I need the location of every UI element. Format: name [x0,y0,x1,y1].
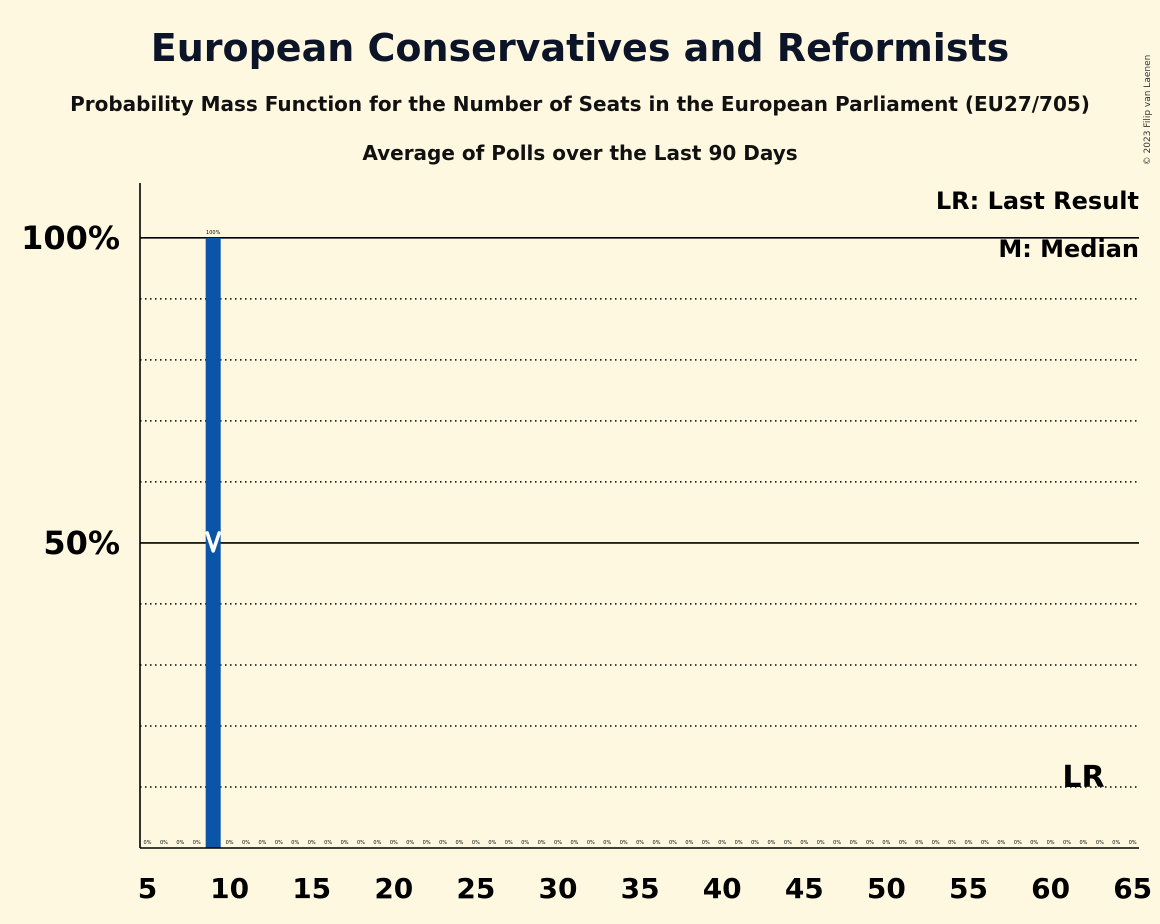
data-label-11: 0% [242,840,250,846]
data-label-39: 0% [702,840,710,846]
data-label-24: 0% [456,840,464,846]
data-label-46: 0% [817,840,825,846]
bars [205,237,221,849]
data-label-52: 0% [915,840,923,846]
data-label-53: 0% [932,840,940,846]
x-tick-label: 30 [539,872,578,905]
data-label-47: 0% [833,840,841,846]
legend-median: M: Median [998,235,1139,263]
data-label-14: 0% [291,840,299,846]
x-tick-label: 10 [210,872,249,905]
axes: 50% 100% 5 10 15 20 25 30 35 40 45 50 55 60 65 [21,183,1152,905]
x-tick-label: 15 [292,872,331,905]
x-tick-label: 20 [374,872,413,905]
data-label-36: 0% [653,840,661,846]
data-label-61: 0% [1063,840,1071,846]
data-label-21: 0% [406,840,414,846]
bar-seats-9 [205,237,221,849]
x-tick-label: 25 [456,872,495,905]
data-label-65: 0% [1129,840,1137,846]
data-label-8: 0% [193,840,201,846]
x-tick-label: 5 [138,872,157,905]
data-label-32: 0% [587,840,595,846]
data-label-48: 0% [850,840,858,846]
data-label-18: 0% [357,840,365,846]
data-label-44: 0% [784,840,792,846]
chart-title: European Conservatives and Reformists [150,26,1010,70]
data-label-38: 0% [685,840,693,846]
chart-subtitle: Probability Mass Function for the Number… [70,92,1090,116]
data-label-41: 0% [735,840,743,846]
data-label-13: 0% [275,840,283,846]
data-label-62: 0% [1079,840,1087,846]
data-label-51: 0% [899,840,907,846]
data-label-35: 0% [636,840,644,846]
data-label-16: 0% [324,840,332,846]
x-tick-label: 55 [949,872,988,905]
data-label-33: 0% [603,840,611,846]
data-label-6: 0% [160,840,168,846]
data-label-45: 0% [800,840,808,846]
data-label-12: 0% [258,840,266,846]
data-label-54: 0% [948,840,956,846]
data-label-15: 0% [308,840,316,846]
markers: LR [205,531,1105,795]
data-label-27: 0% [505,840,513,846]
chart-period: Average of Polls over the Last 90 Days [362,141,798,165]
data-label-26: 0% [488,840,496,846]
median-marker [205,531,221,553]
gridlines [140,237,1139,788]
data-label-64: 0% [1112,840,1120,846]
data-label-10: 0% [226,840,234,846]
data-label-58: 0% [1014,840,1022,846]
data-label-17: 0% [341,840,349,846]
data-label-37: 0% [669,840,677,846]
data-label-49: 0% [866,840,874,846]
data-label-29: 0% [538,840,546,846]
x-tick-label: 35 [621,872,660,905]
data-label-34: 0% [620,840,628,846]
data-label-40: 0% [718,840,726,846]
data-label-56: 0% [981,840,989,846]
x-tick-label: 65 [1113,872,1152,905]
last-result-marker: LR [1062,760,1104,795]
data-label-9: 100% [206,230,221,236]
data-label-23: 0% [439,840,447,846]
data-label-5: 0% [144,840,152,846]
data-label-57: 0% [997,840,1005,846]
x-tick-label: 45 [785,872,824,905]
data-label-19: 0% [373,840,381,846]
data-labels: 0% 0% 0% 0% 100% 0% 0% 0% 0% 0% 0% 0% 0% 0% 0% 0% 0% 0% 0%… [144,230,1137,846]
x-tick-label: 60 [1031,872,1070,905]
y-tick-label: 100% [21,219,120,257]
data-label-28: 0% [521,840,529,846]
data-label-22: 0% [423,840,431,846]
x-tick-label: 40 [703,872,742,905]
data-label-31: 0% [570,840,578,846]
data-label-50: 0% [882,840,890,846]
data-label-30: 0% [554,840,562,846]
data-label-7: 0% [176,840,184,846]
x-tick-label: 50 [867,872,906,905]
data-label-59: 0% [1030,840,1038,846]
data-label-63: 0% [1096,840,1104,846]
data-label-25: 0% [472,840,480,846]
y-tick-label: 50% [43,524,120,562]
legend-last-result: LR: Last Result [936,187,1139,215]
data-label-42: 0% [751,840,759,846]
data-label-55: 0% [965,840,973,846]
data-label-43: 0% [767,840,775,846]
data-label-60: 0% [1047,840,1055,846]
data-label-20: 0% [390,840,398,846]
